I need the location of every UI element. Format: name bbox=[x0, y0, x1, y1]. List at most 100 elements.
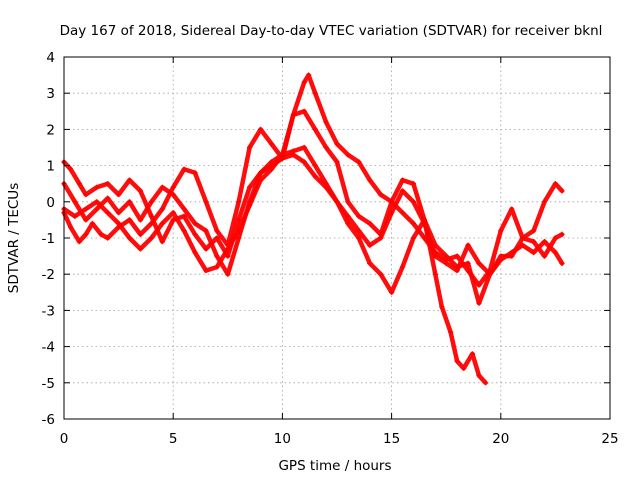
data-point bbox=[306, 72, 312, 78]
y-tick-label: -1 bbox=[42, 231, 55, 247]
data-point bbox=[137, 217, 144, 223]
data-point bbox=[509, 249, 515, 256]
data-point bbox=[476, 372, 482, 379]
data-point bbox=[389, 210, 395, 216]
data-point bbox=[268, 166, 275, 172]
y-tick-label: 4 bbox=[46, 50, 55, 66]
data-point bbox=[67, 224, 74, 230]
data-point bbox=[399, 177, 406, 183]
data-point bbox=[225, 271, 231, 277]
data-point bbox=[301, 108, 307, 114]
data-point bbox=[476, 300, 482, 306]
data-point bbox=[421, 235, 427, 241]
data-point bbox=[137, 231, 144, 237]
data-point bbox=[192, 170, 198, 176]
data-point bbox=[83, 217, 89, 223]
data-point bbox=[126, 199, 133, 205]
data-point bbox=[323, 144, 329, 151]
data-point bbox=[482, 380, 489, 386]
data-point bbox=[312, 163, 318, 169]
data-point bbox=[487, 267, 493, 274]
data-point bbox=[461, 365, 467, 371]
y-tick-label: -4 bbox=[42, 340, 55, 356]
series-line bbox=[61, 72, 565, 288]
data-point bbox=[476, 260, 482, 266]
data-point bbox=[236, 199, 242, 205]
data-point bbox=[469, 351, 476, 357]
data-point bbox=[541, 199, 548, 205]
y-tick-label: 2 bbox=[46, 122, 55, 138]
data-point bbox=[105, 210, 111, 216]
data-point bbox=[323, 119, 329, 125]
data-point bbox=[181, 206, 187, 212]
data-point bbox=[148, 213, 154, 219]
x-tick-label: 5 bbox=[169, 431, 178, 447]
data-point bbox=[367, 260, 373, 266]
data-point bbox=[214, 253, 220, 259]
y-tick-label: -5 bbox=[42, 376, 55, 392]
data-point bbox=[541, 253, 548, 259]
data-point bbox=[378, 235, 384, 241]
data-point bbox=[454, 264, 460, 270]
data-point bbox=[268, 159, 275, 165]
data-point bbox=[181, 166, 187, 172]
data-point bbox=[290, 148, 296, 154]
data-point bbox=[290, 112, 296, 118]
data-point bbox=[334, 199, 340, 205]
data-point bbox=[83, 191, 89, 198]
data-point bbox=[126, 177, 133, 183]
x-tick-label: 15 bbox=[383, 431, 400, 447]
data-point bbox=[498, 257, 504, 263]
data-point bbox=[116, 191, 122, 198]
data-point bbox=[439, 304, 445, 310]
y-tick-label: -3 bbox=[42, 303, 55, 319]
data-point bbox=[552, 249, 558, 256]
data-point bbox=[257, 177, 264, 183]
axis-ticks: 0 5 10 15 20 25 -6 -5 -4 -3 -2 -1 0 1 2 3 4 bbox=[42, 50, 619, 447]
data-point bbox=[116, 220, 122, 227]
data-point bbox=[410, 235, 417, 241]
data-point bbox=[170, 210, 176, 216]
data-point bbox=[203, 199, 209, 205]
data-point bbox=[399, 188, 406, 194]
data-point bbox=[399, 264, 406, 270]
data-point bbox=[552, 181, 558, 187]
data-point bbox=[421, 217, 427, 223]
data-point bbox=[94, 199, 100, 205]
data-point bbox=[192, 220, 198, 227]
data-point bbox=[334, 159, 340, 165]
data-point bbox=[159, 184, 165, 190]
data-point bbox=[247, 184, 253, 190]
data-point bbox=[454, 358, 460, 364]
data-point bbox=[203, 246, 209, 252]
data-point bbox=[559, 188, 565, 194]
data-point bbox=[159, 206, 165, 212]
data-point bbox=[105, 195, 111, 201]
data-point bbox=[76, 181, 82, 187]
data-point bbox=[170, 191, 176, 198]
data-point bbox=[301, 159, 307, 165]
data-point bbox=[356, 213, 362, 219]
data-point bbox=[247, 202, 253, 209]
data-point bbox=[367, 242, 373, 248]
data-point bbox=[268, 141, 275, 147]
data-point bbox=[214, 235, 220, 241]
data-point bbox=[312, 90, 318, 96]
data-point bbox=[520, 242, 526, 248]
y-axis-label: SDTVAR / TECUs bbox=[6, 183, 22, 293]
data-point bbox=[126, 235, 133, 241]
data-point bbox=[367, 220, 373, 227]
data-point bbox=[83, 206, 89, 212]
data-point bbox=[247, 144, 253, 151]
x-tick-label: 20 bbox=[492, 431, 509, 447]
data-point bbox=[447, 329, 454, 335]
data-point bbox=[399, 210, 406, 216]
series-group bbox=[61, 72, 565, 386]
data-point bbox=[432, 242, 438, 248]
y-tick-label: 1 bbox=[46, 159, 55, 175]
data-point bbox=[432, 249, 438, 256]
data-point bbox=[443, 257, 449, 263]
data-point bbox=[301, 144, 307, 151]
data-point bbox=[389, 289, 395, 295]
data-point bbox=[367, 177, 373, 183]
